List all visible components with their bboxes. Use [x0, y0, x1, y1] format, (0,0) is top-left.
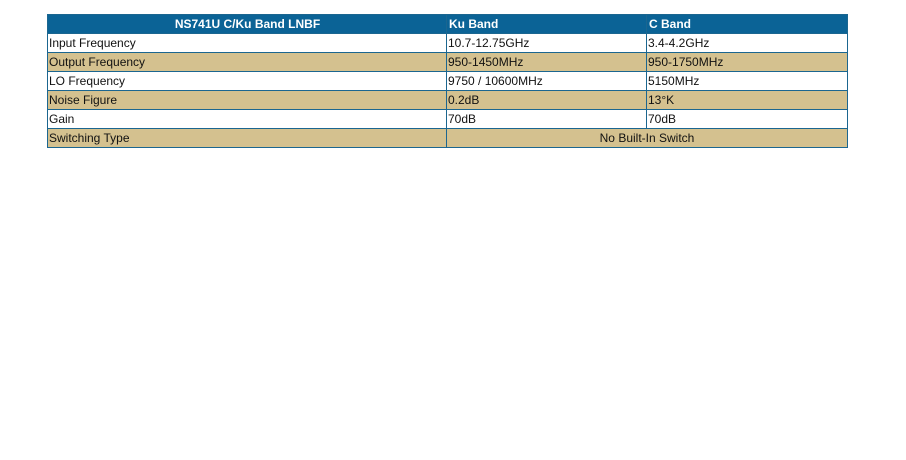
table-row: LO Frequency 9750 / 10600MHz 5150MHz [47, 71, 848, 91]
cell: 0.2dB [446, 90, 647, 110]
cell: No Built-In Switch [446, 128, 848, 148]
cell: 10.7-12.75GHz [446, 33, 647, 53]
table-row: Output Frequency 950-1450MHz 950-1750MHz [47, 52, 848, 72]
header-cell: NS741U C/Ku Band LNBF [47, 14, 447, 34]
cell: 950-1750MHz [646, 52, 848, 72]
table-row: Switching Type No Built-In Switch [47, 128, 848, 148]
row-label: Gain [47, 109, 447, 129]
cell: 3.4-4.2GHz [646, 33, 848, 53]
cell: 950-1450MHz [446, 52, 647, 72]
header-cell: Ku Band [446, 14, 647, 34]
row-label: Output Frequency [47, 52, 447, 72]
table-row: Gain 70dB 70dB [47, 109, 848, 129]
row-label: Noise Figure [47, 90, 447, 110]
cell: 9750 / 10600MHz [446, 71, 647, 91]
row-label: Input Frequency [47, 33, 447, 53]
cell: 70dB [646, 109, 848, 129]
row-label: LO Frequency [47, 71, 447, 91]
header-row: NS741U C/Ku Band LNBF Ku Band C Band [47, 14, 848, 34]
table-row: Noise Figure 0.2dB 13°K [47, 90, 848, 110]
spec-table: NS741U C/Ku Band LNBF Ku Band C Band Input… [47, 14, 848, 148]
cell: 13°K [646, 90, 848, 110]
cell: 70dB [446, 109, 647, 129]
cell: 5150MHz [646, 71, 848, 91]
table-row: Input Frequency 10.7-12.75GHz 3.4-4.2GHz [47, 33, 848, 53]
header-cell: C Band [646, 14, 848, 34]
row-label: Switching Type [47, 128, 447, 148]
